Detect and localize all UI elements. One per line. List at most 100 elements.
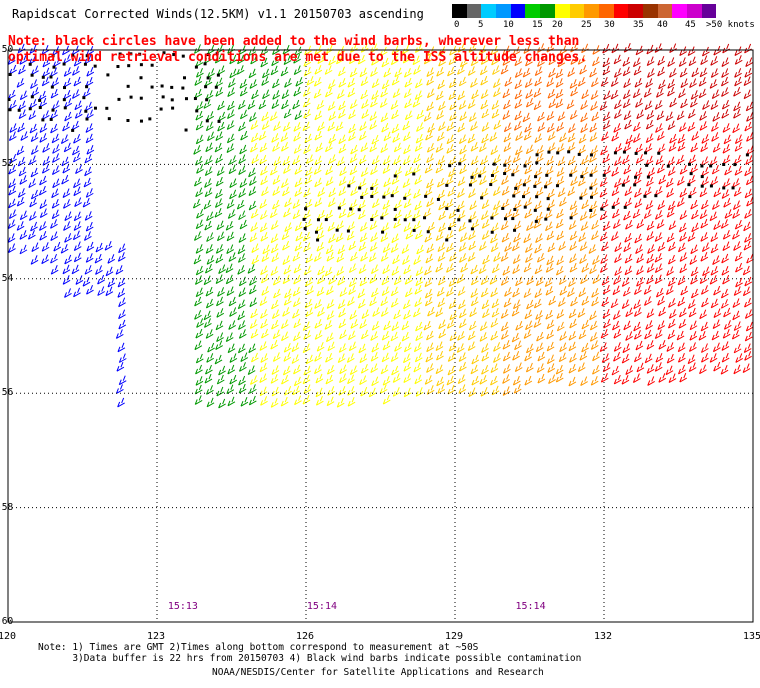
wind-barb <box>636 265 644 276</box>
wind-barb <box>302 97 311 108</box>
wind-barb <box>248 46 257 57</box>
wind-barb <box>162 362 169 371</box>
wind-barb <box>350 144 358 155</box>
wind-barb <box>513 383 522 394</box>
wind-barb <box>688 307 697 318</box>
wind-barb <box>164 296 171 305</box>
wind-barb <box>412 164 421 174</box>
wind-barb <box>481 199 490 210</box>
wind-barb <box>64 233 72 243</box>
wind-barb <box>546 122 555 133</box>
wind-barb <box>360 76 369 87</box>
contamination-marker <box>470 175 474 179</box>
wind-barb <box>239 219 248 230</box>
wind-barb <box>426 363 434 373</box>
wind-barb <box>438 222 447 233</box>
legend-swatch <box>554 4 570 18</box>
wind-barb <box>654 252 663 263</box>
wind-barb <box>172 277 179 286</box>
wind-barb <box>371 342 380 353</box>
wind-barb <box>294 46 303 57</box>
wind-barb <box>17 122 26 133</box>
contamination-marker <box>17 108 21 112</box>
contamination-marker <box>689 172 693 176</box>
wind-barb <box>656 163 665 174</box>
contamination-marker <box>41 118 45 122</box>
wind-barb <box>713 361 721 372</box>
wind-barb <box>646 253 655 264</box>
contamination-marker <box>445 207 449 211</box>
contamination-marker <box>457 218 461 222</box>
wind-barb <box>173 266 180 275</box>
wind-barb <box>412 55 421 66</box>
wind-barb <box>742 363 751 373</box>
wind-barb <box>30 145 39 155</box>
wind-barb <box>336 220 344 231</box>
wind-barb <box>644 296 652 306</box>
wind-barb <box>131 143 138 152</box>
wind-barb <box>414 142 423 152</box>
wind-barb <box>622 154 630 165</box>
wind-barb <box>503 132 512 143</box>
wind-barb <box>413 189 421 199</box>
wind-barb <box>369 242 378 252</box>
wind-barb <box>382 376 391 386</box>
wind-barb <box>216 332 224 342</box>
wind-barb <box>733 241 741 251</box>
wind-barb <box>339 364 347 375</box>
contamination-marker <box>390 194 394 198</box>
wind-barb <box>205 329 214 339</box>
wind-barb <box>206 232 214 242</box>
wind-barb <box>655 287 664 298</box>
wind-barb <box>282 156 291 166</box>
wind-barb <box>153 373 160 382</box>
wind-barb <box>391 109 399 120</box>
wind-barb <box>612 197 620 208</box>
wind-barb <box>468 320 477 331</box>
wind-barb <box>194 296 202 307</box>
wind-barb <box>193 145 201 155</box>
contamination-marker <box>555 184 559 188</box>
wind-barb <box>271 99 280 109</box>
wind-barb <box>293 263 302 274</box>
wind-barb <box>491 55 499 66</box>
wind-barb <box>120 123 127 132</box>
wind-barb <box>251 154 260 164</box>
wind-barb <box>82 197 91 208</box>
contamination-marker <box>316 238 320 242</box>
wind-barb <box>569 110 578 120</box>
wind-barb <box>644 353 653 364</box>
wind-barb <box>128 365 135 374</box>
wind-barb <box>372 307 380 317</box>
wind-barb <box>733 364 742 375</box>
wind-barb <box>41 242 50 252</box>
contamination-marker <box>489 183 493 187</box>
wind-barb <box>382 243 391 253</box>
contamination-marker <box>62 98 66 102</box>
wind-barb <box>359 375 367 386</box>
wind-barb <box>382 164 391 174</box>
wind-barb <box>480 89 489 100</box>
time-label: 15:14 <box>306 601 337 612</box>
wind-barb <box>579 188 588 198</box>
wind-barb <box>687 46 696 56</box>
wind-barb <box>414 200 423 211</box>
wind-barb <box>688 342 697 352</box>
wind-barb <box>469 307 477 318</box>
wind-barb <box>523 262 532 273</box>
wind-barb <box>569 230 578 241</box>
wind-barb <box>493 252 501 262</box>
wind-barb <box>314 364 322 375</box>
wind-barb <box>570 208 578 218</box>
wind-barb <box>195 287 204 298</box>
wind-barb <box>142 265 149 274</box>
wind-barb <box>303 330 312 340</box>
wind-barb <box>336 252 345 263</box>
wind-barb <box>140 287 147 296</box>
wind-barb <box>227 396 236 407</box>
wind-barb <box>447 66 455 77</box>
wind-barb <box>514 89 523 100</box>
wind-barb <box>118 297 126 308</box>
wind-barb <box>347 221 356 231</box>
wind-barb <box>203 99 212 109</box>
